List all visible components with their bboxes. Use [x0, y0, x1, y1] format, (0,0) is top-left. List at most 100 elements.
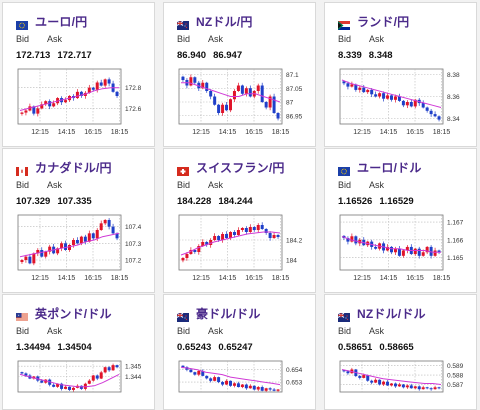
rate-card-aud-usd[interactable]: 豪ドル/ドル Bid Ask 0.65243 0.65247 0.654 0.653 [163, 294, 316, 410]
candle-up [276, 389, 280, 391]
candle-down [225, 104, 229, 111]
candle-down [417, 248, 421, 256]
candle-up [181, 258, 185, 261]
candle-up [44, 251, 48, 257]
candle-up [240, 228, 244, 230]
candle-down [397, 248, 401, 256]
pair-name[interactable]: 英ポンド/ドル [35, 306, 112, 321]
eu-flag-icon [16, 17, 28, 30]
x-tick-label: 12:15 [353, 275, 371, 282]
candle-down [366, 375, 370, 381]
nz-flag-icon [176, 17, 189, 30]
pair-name[interactable]: ランド/円 [357, 14, 410, 29]
candle-down [20, 372, 24, 374]
candle-up [221, 104, 225, 113]
y-tick-label: 0.589 [447, 363, 464, 370]
nz-flag-icon [337, 309, 350, 322]
candle-down [260, 387, 264, 391]
candle-up [87, 87, 91, 93]
ask-label: Ask [369, 34, 385, 44]
candle-down [382, 93, 386, 99]
candle-down [421, 103, 425, 108]
candle-up [413, 386, 417, 389]
candle-down [252, 385, 256, 390]
pair-name[interactable]: ユーロ/円 [35, 14, 88, 29]
au-flag-icon [176, 309, 189, 322]
bid-label: Bid [338, 326, 352, 336]
quote-values: 107.329 107.335 [16, 196, 99, 207]
moving-average-line [19, 373, 120, 388]
candle-up [60, 243, 64, 249]
candle-down [393, 383, 397, 387]
candle-up [386, 246, 390, 251]
candle-up [56, 383, 60, 387]
candle-down [244, 384, 248, 389]
candle-up [433, 387, 437, 390]
rate-card-gbp-usd[interactable]: 英ポンド/ドル Bid Ask 1.34494 1.34504 1.345 1.344 [2, 294, 155, 410]
ask-value: 8.348 [368, 50, 393, 61]
candle-up [405, 385, 409, 388]
pair-name[interactable]: NZドル/円 [196, 14, 253, 29]
ask-value: 184.244 [218, 196, 253, 207]
candle-up [268, 96, 272, 108]
candle-down [272, 96, 276, 113]
pair-name[interactable]: ユーロ/ドル [357, 160, 422, 175]
rate-card-eur-jpy[interactable]: ユーロ/円 Bid Ask 172.713 172.717 12:15 14:15 16:15… [2, 2, 155, 147]
candle-down [264, 229, 268, 233]
y-tick-label: 1.166 [447, 237, 464, 244]
ask-label: Ask [369, 180, 385, 190]
candle-down [115, 365, 119, 368]
card-header: NZドル/ドル [337, 305, 426, 322]
candle-up [197, 370, 201, 375]
candle-down [107, 220, 111, 227]
card-header: NZドル/円 [176, 13, 253, 30]
pair-name[interactable]: NZドル/ドル [357, 306, 426, 321]
card-header: ランド/円 [338, 13, 410, 30]
candle-down [409, 102, 413, 107]
candle-down [83, 236, 87, 242]
candle-down [99, 82, 103, 86]
y-tick-label: 0.654 [286, 367, 303, 374]
quote-labels: Bid Ask [177, 326, 238, 336]
candle-down [181, 76, 185, 80]
candle-up [256, 387, 260, 390]
rate-card-eur-usd[interactable]: ユーロ/ドル Bid Ask 1.16526 1.16529 12:15 14:15 16:1… [324, 148, 477, 293]
candle-up [350, 84, 354, 87]
y-tick-label: 0.588 [447, 373, 464, 380]
rate-card-chf-jpy[interactable]: スイスフラン/円 Bid Ask 184.228 184.244 12:15 14:15 16… [163, 148, 316, 293]
candle-down [201, 370, 205, 376]
candle-down [52, 384, 56, 387]
pair-name[interactable]: スイスフラン/円 [196, 160, 285, 175]
candle-down [370, 89, 374, 95]
candle-down [225, 234, 229, 238]
pair-name[interactable]: カナダドル/円 [35, 160, 112, 175]
candle-up [48, 246, 52, 252]
candle-down [40, 250, 44, 257]
candle-up [236, 85, 240, 91]
ask-label: Ask [47, 326, 63, 336]
candle-up [378, 93, 382, 97]
quote-values: 0.58651 0.58665 [338, 342, 421, 353]
candle-down [429, 110, 433, 115]
y-tick-label: 0.653 [286, 380, 303, 387]
candle-down [362, 87, 366, 93]
rate-card-nzd-jpy[interactable]: NZドル/円 Bid Ask 86.940 86.947 12:15 14:15 16:15 1… [163, 2, 316, 147]
candle-down [437, 116, 441, 120]
candle-down [91, 233, 95, 239]
candle-up [393, 96, 397, 100]
candle-down [409, 385, 413, 389]
bid-label: Bid [338, 180, 352, 190]
candle-down [433, 114, 437, 117]
candle-up [201, 242, 205, 246]
rate-card-cad-jpy[interactable]: カナダドル/円 Bid Ask 107.329 107.335 12:15 14:15 16:… [2, 148, 155, 293]
card-header: 豪ドル/ドル [176, 305, 261, 322]
candle-up [229, 99, 232, 111]
candle-up [244, 88, 248, 94]
candle-up [87, 233, 91, 242]
bid-value: 1.16526 [338, 196, 373, 207]
candle-down [268, 233, 272, 238]
rate-card-nzd-usd[interactable]: NZドル/ドル Bid Ask 0.58651 0.58665 0.589 0.588 0.5… [324, 294, 477, 410]
rate-card-zar-jpy[interactable]: ランド/円 Bid Ask 8.339 8.348 12:15 14:15 16:15 18:1… [324, 2, 477, 147]
pair-name[interactable]: 豪ドル/ドル [196, 306, 261, 321]
candle-up [52, 103, 56, 107]
